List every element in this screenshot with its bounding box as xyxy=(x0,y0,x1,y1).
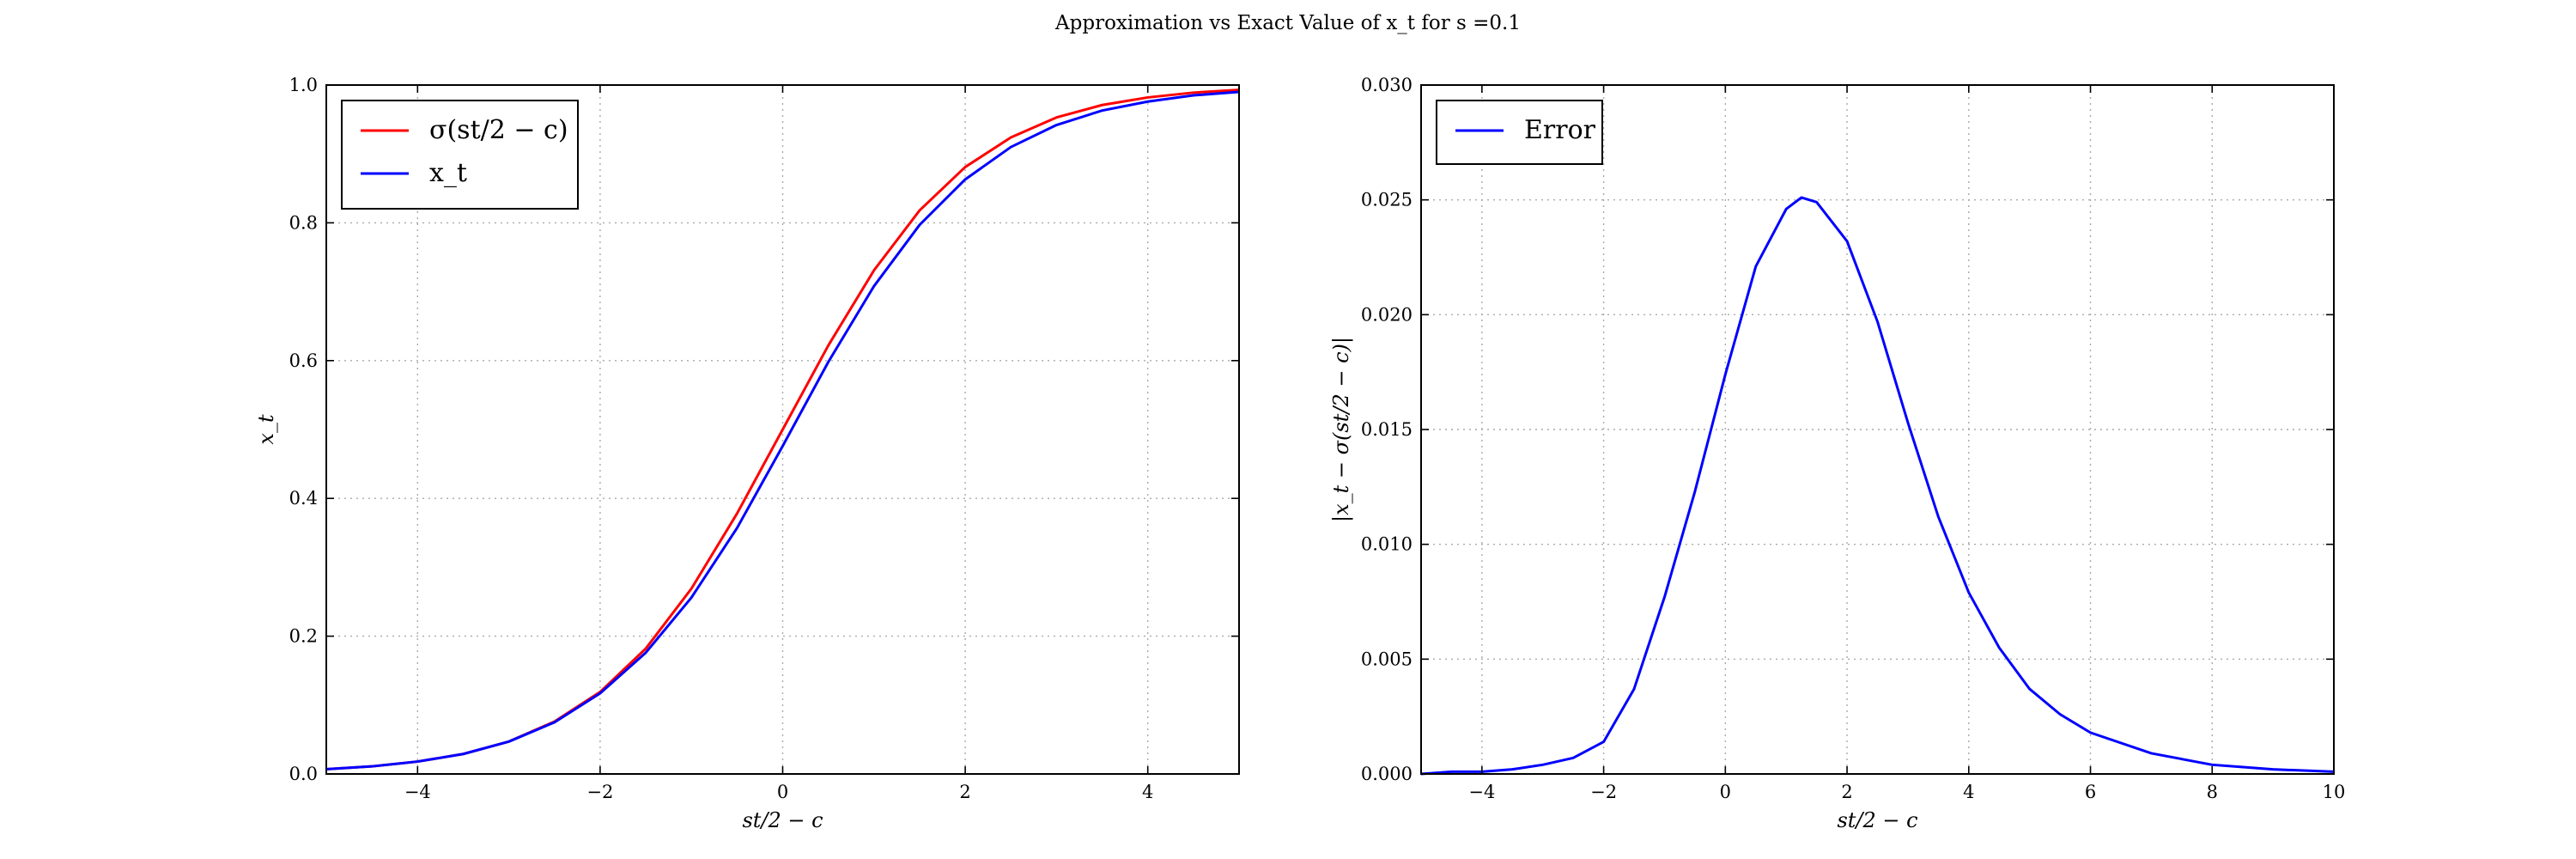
right-chart-axes: −4 −2 0 2 4 6 8 10 0.000 0.005 0.010 0.015 0.020 0.02… xyxy=(1329,75,2345,832)
right-ytick-label: 0.010 xyxy=(1361,534,1413,555)
right-ytick-label: 0.025 xyxy=(1361,190,1413,210)
right-ytick-label: 0.030 xyxy=(1361,75,1413,95)
right-y-axis-label: |x_t − σ(st/2 − c)| xyxy=(1329,337,1354,522)
left-y-axis-label: x_t xyxy=(254,414,278,445)
left-ytick-label: 0.4 xyxy=(289,488,318,509)
right-xtick-label: 8 xyxy=(2207,782,2218,802)
right-series-line-0 xyxy=(1420,196,2335,776)
left-chart-axes: −4 −2 0 2 40.00.20.40.60.81.0st/2 − cx_tσ(st… xyxy=(254,75,1240,832)
left-x-axis-label: st/2 − c xyxy=(742,808,823,832)
left-ytick-label: 0.6 xyxy=(289,350,318,371)
right-ytick-label: 0.020 xyxy=(1361,304,1413,325)
left-ytick-label: 0.2 xyxy=(289,626,318,647)
right-xtick-label: −4 xyxy=(1468,782,1495,802)
right-legend-box xyxy=(1436,100,1603,165)
left-series-line-1 xyxy=(325,90,1240,771)
left-ytick-label: 0.8 xyxy=(289,212,318,233)
left-xtick-label: 2 xyxy=(959,782,970,802)
right-xtick-label: 2 xyxy=(1841,782,1852,802)
left-ytick-label: 0.0 xyxy=(289,764,318,784)
right-ytick-label: 0.005 xyxy=(1361,649,1413,669)
right-xtick-label: 4 xyxy=(1963,782,1974,802)
left-legend-label-0: σ(st/2 − c) xyxy=(429,115,568,145)
left-xtick-label: −4 xyxy=(404,782,431,802)
figure-suptitle: Approximation vs Exact Value of x_t for … xyxy=(1054,12,1521,34)
right-xtick-label: 10 xyxy=(2323,782,2346,802)
right-legend-label-0: Error xyxy=(1524,115,1596,145)
left-legend: σ(st/2 − c) x_t xyxy=(341,100,579,210)
left-xtick-label: 4 xyxy=(1142,782,1153,802)
left-xtick-label: −2 xyxy=(586,782,613,802)
left-legend-box xyxy=(341,100,579,210)
left-legend-label-1: x_t xyxy=(429,158,467,188)
right-x-axis-label: st/2 − c xyxy=(1837,808,1917,832)
right-xtick-label: 6 xyxy=(2085,782,2096,802)
right-xtick-label: 0 xyxy=(1720,782,1731,802)
left-xtick-label: 0 xyxy=(777,782,788,802)
right-ytick-label: 0.015 xyxy=(1361,419,1413,440)
left-ytick-label: 1.0 xyxy=(289,75,318,95)
right-ytick-label: 0.000 xyxy=(1361,764,1413,784)
right-legend: Error xyxy=(1436,100,1603,165)
right-xtick-label: −2 xyxy=(1590,782,1617,802)
